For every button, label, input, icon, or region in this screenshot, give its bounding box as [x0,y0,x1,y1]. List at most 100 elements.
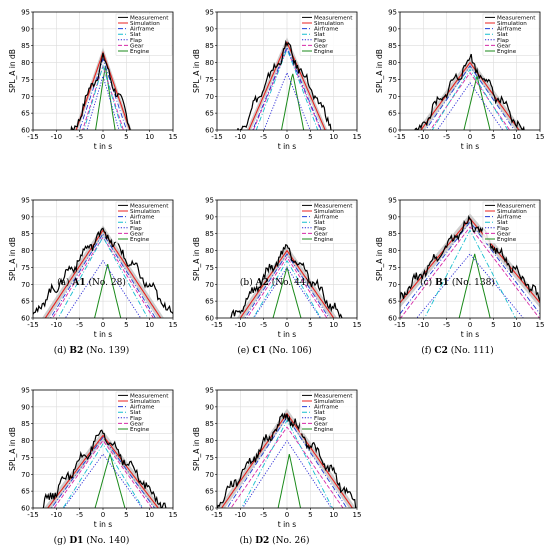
x-tick-label: -10 [418,321,429,329]
legend-label: Simulation [314,209,344,215]
panel-a: -15 -10 -5 0 5 10 15 60 65 70 75 80 85 90 95 t in s SPL_… [8,9,177,152]
caption-b: (b) A2 (No. 44) [183,278,366,288]
x-axis-label: t in s [278,142,297,151]
x-tick-label: -5 [76,321,83,329]
caption-c: (c) B1 (No. 138) [366,278,549,288]
x-tick-label: -5 [260,321,267,329]
legend-label: Flap [314,416,326,422]
legend-label: Gear [314,421,328,427]
series-airframe [244,253,330,318]
y-tick-label: 85 [21,420,30,428]
series-engine [281,73,305,130]
series-simulation [248,40,326,130]
legend-label: Gear [130,421,144,427]
x-tick-label: 0 [101,511,105,519]
caption-h-id: D2 [255,536,270,546]
series-measurement [70,52,131,130]
series-measurement [42,429,167,508]
x-axis-label: t in s [94,520,113,529]
y-tick-label: 80 [388,59,397,67]
x-tick-label: 0 [285,511,289,519]
x-axis-label: t in s [461,330,480,339]
y-tick-label: 90 [21,25,30,33]
x-tick-label: -15 [211,511,222,519]
series-flap [64,259,142,318]
y-tick-label: 80 [205,437,214,445]
legend-label: Engine [130,237,150,243]
x-tick-label: 10 [145,133,154,141]
x-tick-label: -15 [27,511,38,519]
x-axis-label: t in s [461,142,480,151]
series-airframe [50,436,156,508]
y-tick-label: 65 [205,110,214,118]
series-airframe [400,221,540,315]
caption-e: (e) C1 (No. 106) [183,346,366,356]
legend-label: Measurement [314,15,353,21]
y-tick-label: 70 [21,281,30,289]
curves-f [400,213,540,318]
x-tick-label: 5 [124,321,128,329]
x-tick-label: 0 [101,321,105,329]
legend-label: Slat [497,220,509,226]
x-tick-label: -10 [51,511,62,519]
legend-label: Measurement [130,15,169,21]
y-tick-label: 85 [205,42,214,50]
legend-box [299,201,357,244]
x-tick-label: 5 [124,511,128,519]
y-tick-label: 95 [205,387,214,395]
legend-label: Flap [497,38,509,44]
series-gear [230,426,344,508]
uncertainty-band [43,430,163,508]
legend-label: Flap [314,38,326,44]
series-slat [83,64,123,130]
legend-label: Gear [314,43,328,49]
caption-a-id: A1 [72,278,86,288]
y-axis-label: SPL_A in dB [192,237,201,281]
y-tick-label: 70 [388,281,397,289]
y-tick-label: 75 [21,76,30,84]
y-tick-label: 90 [205,25,214,33]
series-simulation [44,229,162,318]
series-slat [255,47,319,130]
series-gear [52,236,154,318]
legend-label: Slat [130,410,142,416]
caption-d-no: (No. 139) [86,346,130,356]
y-tick-label: 60 [205,505,214,513]
caption-a-no: (No. 28) [88,278,126,288]
legend-label: Flap [130,226,142,232]
x-tick-label: 0 [468,133,472,141]
caption-b-panel: (b) [239,278,253,288]
y-tick-label: 65 [21,488,30,496]
x-axis-label: t in s [94,142,113,151]
x-tick-label: 10 [512,133,521,141]
y-tick-label: 70 [388,93,397,101]
caption-f-panel: (f) [421,346,432,356]
caption-b-id: A2 [255,278,269,288]
series-gear [429,71,511,130]
y-tick-label: 70 [205,93,214,101]
series-measurement [400,215,540,302]
x-tick-label: -5 [260,133,267,141]
legend-label: Slat [130,32,142,38]
legend-label: Slat [130,220,142,226]
y-tick-label: 90 [21,403,30,411]
legend-label: Engine [130,49,150,55]
legend-label: Engine [497,49,517,55]
series-simulation [239,249,335,318]
legend-label: Simulation [314,21,344,27]
y-tick-label: 65 [21,298,30,306]
series-engine [458,253,491,318]
x-tick-label: 10 [329,133,338,141]
series-simulation [75,50,131,130]
x-tick-label: 5 [308,511,312,519]
x-tick-label: 10 [329,511,338,519]
series-gear [246,256,328,318]
legend-label: Slat [497,32,509,38]
y-axis-label: SPL_A in dB [375,237,384,281]
legend-label: Gear [314,231,328,237]
curves-d [33,225,173,318]
legend-label: Measurement [314,393,353,399]
y-tick-label: 85 [388,42,397,50]
legend-label: Engine [314,427,334,433]
